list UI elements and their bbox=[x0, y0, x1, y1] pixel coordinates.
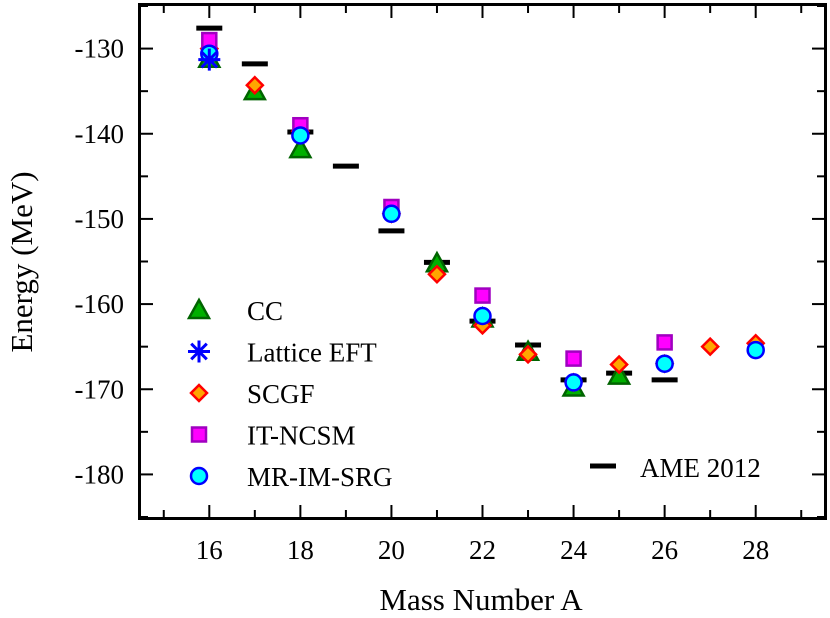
scgf-point-17 bbox=[245, 75, 265, 95]
legend-mr-im-srg-label: MR-IM-SRG bbox=[247, 462, 393, 492]
x-tick-label-26: 26 bbox=[651, 535, 678, 565]
cc-point-25 bbox=[606, 363, 632, 385]
x-tick-label-22: 22 bbox=[469, 535, 496, 565]
legend-scgf-marker bbox=[189, 383, 209, 403]
mr-im-srg-point-18 bbox=[291, 126, 310, 145]
legend-scgf-label: SCGF bbox=[247, 379, 315, 409]
mr-im-srg-point-24 bbox=[564, 373, 583, 392]
y-tick-label-160: -160 bbox=[75, 289, 125, 319]
mr-im-srg-point-26 bbox=[655, 354, 674, 373]
y-tick-label-130: -130 bbox=[75, 34, 125, 64]
legend-ame-2012-label: AME 2012 bbox=[640, 453, 761, 483]
scgf-point-21 bbox=[427, 264, 447, 285]
axis-ticks: 16 18 20 22 24 26 28 -130 -140 -150 -160 -170 -180 bbox=[75, 5, 824, 565]
scgf-point-23 bbox=[518, 344, 538, 365]
it-ncsm-point-26 bbox=[656, 334, 673, 351]
mr-im-srg-point-22 bbox=[473, 306, 492, 326]
legend-lattice-eft-label: Lattice EFT bbox=[247, 338, 377, 368]
legend-it-ncsm-marker bbox=[190, 426, 208, 443]
data-marks bbox=[196, 25, 766, 397]
it-ncsm-point-24 bbox=[565, 350, 582, 367]
y-axis-label: Energy (MeV) bbox=[4, 171, 39, 352]
legend-it-ncsm-label: IT-NCSM bbox=[247, 421, 356, 451]
scgf-point-25 bbox=[609, 354, 629, 375]
cc-point-18 bbox=[288, 136, 313, 159]
legend-lattice-eft-marker bbox=[188, 340, 210, 363]
legend-cc-marker bbox=[186, 297, 212, 320]
it-ncsm-point-22 bbox=[474, 287, 491, 304]
y-tick-label-170: -170 bbox=[75, 374, 125, 404]
x-tick-label-24: 24 bbox=[560, 535, 588, 565]
legend: CC Lattice EFT SCGF IT-NCSM MR-IM-SRG AME 201… bbox=[186, 296, 761, 492]
legend-cc-label: CC bbox=[247, 296, 283, 326]
x-tick-label-20: 20 bbox=[378, 535, 405, 565]
legend-mr-im-srg-marker bbox=[189, 466, 209, 486]
plot-frame bbox=[138, 3, 827, 520]
lattice-eft-point-16 bbox=[198, 48, 221, 71]
x-axis-label: Mass Number A bbox=[379, 582, 583, 617]
scgf-point-27 bbox=[700, 336, 720, 357]
x-tick-label-18: 18 bbox=[287, 535, 314, 565]
y-tick-label-150: -150 bbox=[75, 204, 125, 234]
x-tick-label-16: 16 bbox=[196, 535, 223, 565]
x-tick-label-28: 28 bbox=[742, 535, 769, 565]
mr-im-srg-point-28 bbox=[746, 340, 765, 360]
y-tick-label-180: -180 bbox=[75, 459, 125, 489]
y-tick-label-140: -140 bbox=[75, 119, 125, 149]
mr-im-srg-point-20 bbox=[382, 204, 401, 224]
